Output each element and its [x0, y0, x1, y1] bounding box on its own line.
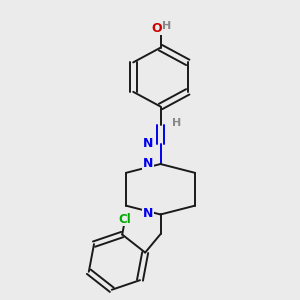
Text: H: H [172, 118, 182, 128]
Text: N: N [143, 157, 153, 170]
Text: H: H [163, 20, 172, 31]
Text: N: N [143, 137, 153, 150]
Text: O: O [151, 22, 162, 34]
Text: Cl: Cl [119, 213, 131, 226]
Text: N: N [143, 207, 153, 220]
